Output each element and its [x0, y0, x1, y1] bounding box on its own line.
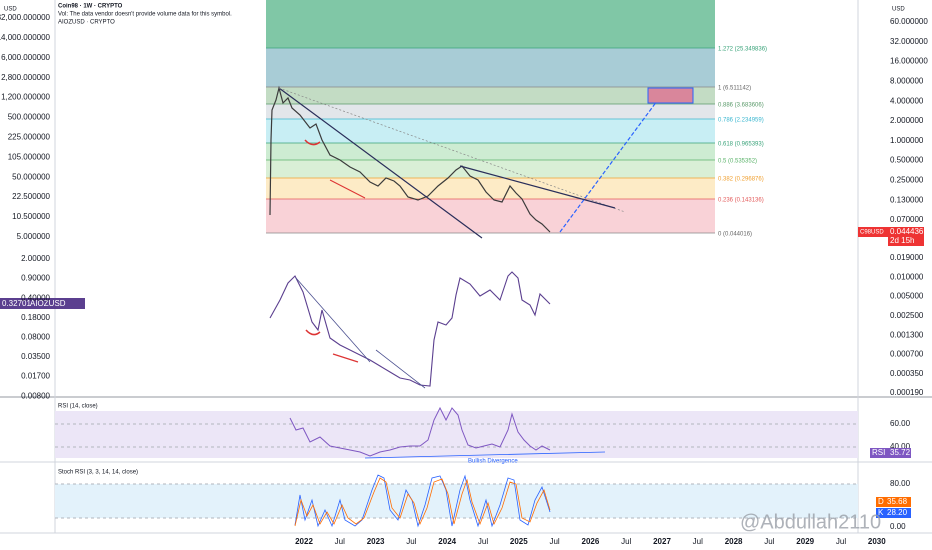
- x-axis-label: 2024: [438, 537, 456, 546]
- stoch-k-line: [294, 474, 551, 528]
- right-axis-label: 0.130000: [890, 195, 924, 204]
- right-axis-label: 0.005000: [890, 292, 924, 301]
- right-axis-label: 0.000190: [890, 388, 924, 397]
- x-axis-label: 2022: [295, 537, 313, 546]
- stoch-k-name: K: [878, 508, 884, 517]
- fib-label: 0.618 (0.965393): [718, 142, 764, 148]
- left-axis-label: 2,800.000000: [1, 73, 50, 82]
- volume-note: Vol: The data vendor doesn't provide vol…: [58, 12, 232, 18]
- rsi-band: [55, 411, 858, 458]
- x-axis-label: Jul: [764, 537, 774, 546]
- left-axis-label: 2.00000: [21, 254, 50, 263]
- rsi-title: RSI (14, close): [58, 404, 98, 410]
- rsi-tick: 40.00: [890, 442, 911, 451]
- right-axis-label: 60.000000: [890, 17, 928, 26]
- left-axis-label: 32,000.000000: [0, 13, 51, 22]
- fib-label: 1 (6.511142): [718, 86, 751, 92]
- x-axis-label: Jul: [621, 537, 631, 546]
- overlay-symbol: AIOZUSD · CRYPTO: [58, 20, 115, 26]
- right-axis-label: 8.000000: [890, 77, 924, 86]
- left-axis-label: 6,000.000000: [1, 53, 50, 62]
- aioz-price-line: [269, 271, 551, 387]
- left-axis-label: 105.000000: [8, 152, 51, 161]
- symbol-title: Coin98 · 1W · CRYPTO: [58, 4, 123, 10]
- overlay-badge-value: 0.32701: [2, 299, 31, 308]
- watermark: @Abdullah2110: [740, 511, 881, 533]
- fib-label: 0.886 (3.683606): [718, 103, 764, 109]
- left-axis-label: 0.01700: [21, 372, 50, 381]
- right-axis-label: 0.250000: [890, 176, 924, 185]
- x-axis-label: Jul: [335, 537, 345, 546]
- x-axis-label: 2029: [796, 537, 814, 546]
- rsi-line: [289, 406, 551, 457]
- x-axis-label: Jul: [549, 537, 559, 546]
- divergence-annotation: Bullish Divergence: [468, 459, 518, 465]
- x-axis-label: Jul: [693, 537, 703, 546]
- fib-zones: [266, 0, 715, 234]
- left-axis-label: 22.500000: [12, 192, 50, 201]
- right-axis-label: 0.070000: [890, 215, 924, 224]
- right-axis-label: 16.000000: [890, 57, 928, 66]
- price-badge-symbol: C98USD: [860, 230, 884, 236]
- stoch-title: Stoch RSI (3, 3, 14, 14, close): [58, 470, 138, 476]
- left-axis-label: 0.90000: [21, 274, 50, 283]
- right-axis-label: 0.000350: [890, 369, 924, 378]
- right-axis-label: 0.019000: [890, 253, 924, 262]
- c98-price-line: [269, 85, 551, 233]
- rsi-badge-value: 35.72: [890, 448, 911, 457]
- left-axis-label: 0.18000: [21, 313, 50, 322]
- stoch-band: [55, 484, 858, 518]
- x-axis-label: 2023: [367, 537, 385, 546]
- fib-label: 0.786 (2.234959): [718, 118, 764, 124]
- price-badge-price: 0.044436: [890, 227, 924, 236]
- price-badge-countdown: 2d 15h: [890, 236, 914, 245]
- left-axis-label: 0.40000: [21, 293, 50, 302]
- right-axis-label: 0.001300: [890, 330, 924, 339]
- x-axis-label: Jul: [406, 537, 416, 546]
- x-axis-label: 2028: [725, 537, 743, 546]
- right-axis-label: 0.500000: [890, 156, 924, 165]
- stoch-tick: 0.00: [890, 522, 906, 531]
- right-currency: USD: [892, 7, 905, 13]
- left-axis-label: 10.500000: [12, 212, 50, 221]
- stoch-d-name: D: [878, 497, 884, 506]
- right-axis-label: 2.000000: [890, 116, 924, 125]
- rsi-badge-name: RSI: [872, 448, 885, 457]
- currency-label: USD: [4, 7, 17, 13]
- stoch-d-value: 35.68: [887, 497, 908, 506]
- fib-label: 0 (0.044016): [718, 232, 752, 238]
- left-axis-label: 50.000000: [12, 172, 50, 181]
- fib-label: 0.382 (0.296876): [718, 177, 764, 183]
- left-axis-label: 225.000000: [8, 133, 51, 142]
- left-axis-label: 14,000.000000: [0, 33, 51, 42]
- x-axis-label: Jul: [836, 537, 846, 546]
- right-axis-label: 1.000000: [890, 136, 924, 145]
- left-axis-label: 0.00800: [21, 391, 50, 400]
- stoch-tick: 80.00: [890, 479, 911, 488]
- rsi-tick: 60.00: [890, 419, 911, 428]
- x-axis-label: 2025: [510, 537, 528, 546]
- x-axis-label: 2026: [582, 537, 600, 546]
- left-axis-label: 0.08000: [21, 333, 50, 342]
- right-axis-label: 0.010000: [890, 272, 924, 281]
- fib-label: 0.236 (0.143136): [718, 198, 764, 204]
- fib-label: 1.272 (25.349836): [718, 47, 767, 53]
- left-axis-label: 0.03500: [21, 352, 50, 361]
- stoch-d-line: [294, 477, 551, 527]
- overlay-badge-symbol: AIOZUSD: [30, 299, 66, 308]
- right-axis-label: 0.002500: [890, 311, 924, 320]
- left-axis-label: 500.000000: [8, 113, 51, 122]
- right-axis-label: 4.000000: [890, 96, 924, 105]
- fib-label: 0.5 (0.535352): [718, 159, 757, 165]
- stoch-k-value: 28.20: [887, 508, 908, 517]
- x-axis-label: 2027: [653, 537, 671, 546]
- right-axis-label: 0.000700: [890, 350, 924, 359]
- x-axis-label: Jul: [478, 537, 488, 546]
- left-axis-label: 1,200.000000: [1, 93, 50, 102]
- x-axis-label: 2030: [868, 537, 886, 546]
- right-axis-label: 32.000000: [890, 37, 928, 46]
- left-axis-label: 5.000000: [17, 232, 51, 241]
